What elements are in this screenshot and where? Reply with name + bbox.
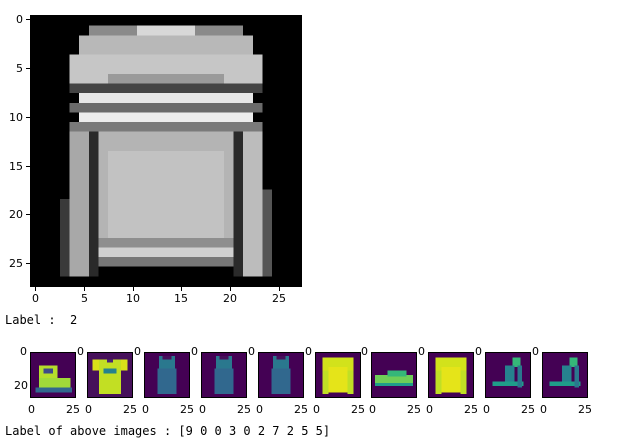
thumbnail-y-tick: 0 [305,345,312,358]
thumbnail-image [258,352,304,398]
pullover-icon [429,353,473,397]
thumbnail-y-tick: 0 [475,345,482,358]
thumbnail-x-tick: 0 [142,403,149,416]
thumbnail-image [485,352,531,398]
thumbnail-x-tick: 25 [66,403,80,416]
ankle-boot-icon [31,353,75,397]
thumbnail-x-tick: 0 [426,403,433,416]
dress-icon [259,353,303,397]
thumbnail-x-tick: 25 [407,403,421,416]
x-tick-label: 5 [81,292,88,305]
y-tick-label: 5 [16,62,23,75]
y-tick-label: 0 [16,13,23,26]
thumbnail-y-tick: 0 [134,345,141,358]
thumbnail-y-tick: 0 [532,345,539,358]
thumbnail-x-tick: 25 [521,403,535,416]
tshirt-icon [88,353,132,397]
sandal-icon [543,353,587,397]
thumbnail-image [428,352,474,398]
thumbnail-x-tick: 0 [28,403,35,416]
y-tick-label: 20 [9,208,23,221]
thumbnail-x-tick: 25 [351,403,365,416]
thumbnail-image [144,352,190,398]
label-output: Label : 2 [5,313,78,327]
sneaker-icon [372,353,416,397]
thumbnail-x-tick: 0 [540,403,547,416]
thumbnail-x-tick: 0 [85,403,92,416]
thumbnail-y-tick: 0 [191,345,198,358]
thumbnail-image [371,352,417,398]
pullover-icon [31,16,301,286]
y-tick-label: 10 [9,111,23,124]
y-tick-label: 25 [9,257,23,270]
thumbnail-x-tick: 0 [256,403,263,416]
thumbnail-image [30,352,76,398]
thumbnail-x-tick: 0 [313,403,320,416]
thumbnail-x-tick: 25 [180,403,194,416]
thumbnail-y-tick: 0 [20,345,27,358]
thumbnail-image [87,352,133,398]
dress-icon [145,353,189,397]
x-tick-label: 0 [32,292,39,305]
thumbnail-x-tick: 0 [369,403,376,416]
thumbnail-x-tick: 25 [578,403,592,416]
thumbnail-x-tick: 25 [123,403,137,416]
thumbnail-y-tick: 20 [14,379,28,392]
thumbnail-y-tick: 0 [361,345,368,358]
thumbnail-x-tick: 25 [294,403,308,416]
thumbnail-image [542,352,588,398]
thumbnail-y-tick: 0 [418,345,425,358]
dress-icon [202,353,246,397]
thumbnail-y-tick: 0 [248,345,255,358]
thumbnail-x-tick: 25 [237,403,251,416]
thumbnail-image [201,352,247,398]
thumbnail-x-tick: 0 [483,403,490,416]
y-tick-label: 15 [9,160,23,173]
labels-output: Label of above images : [9 0 0 3 0 2 7 2… [5,424,331,438]
x-tick-label: 20 [223,292,237,305]
thumbnail-x-tick: 25 [464,403,478,416]
thumbnail-image [315,352,361,398]
pullover-icon [316,353,360,397]
thumbnail-y-tick: 0 [77,345,84,358]
x-tick-label: 15 [174,292,188,305]
sandal-icon [486,353,530,397]
thumbnail-x-tick: 0 [199,403,206,416]
x-tick-label: 25 [272,292,286,305]
x-tick-label: 10 [126,292,140,305]
pullover-image [30,15,302,287]
